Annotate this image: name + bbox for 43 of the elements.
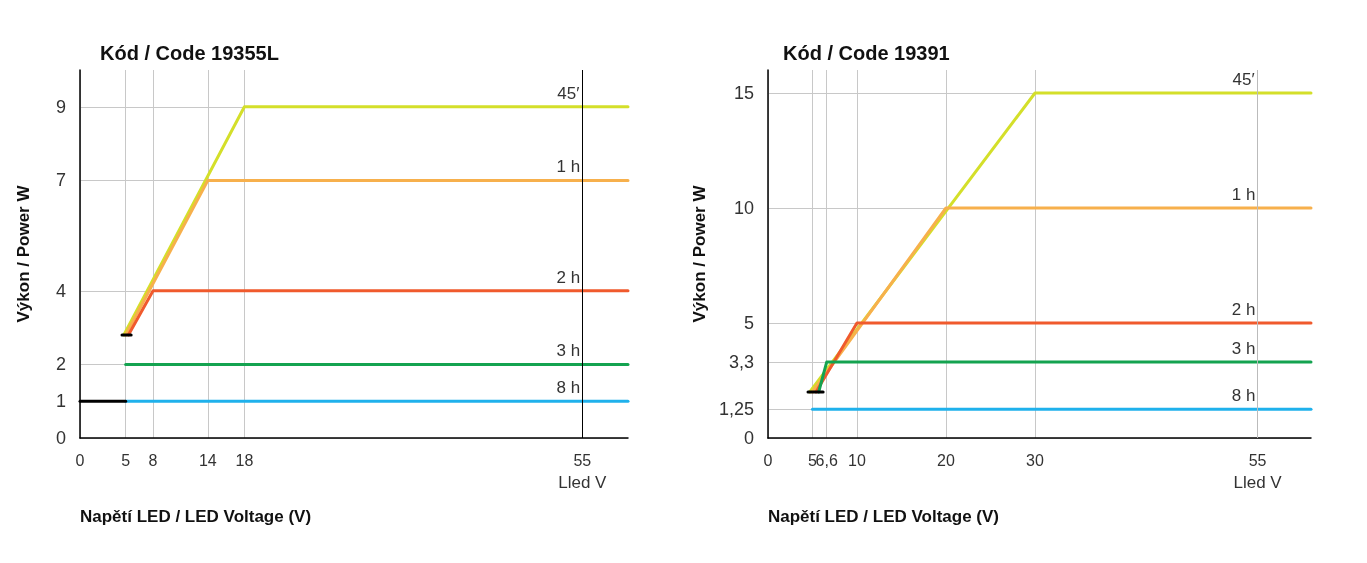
x-tick-label: 14 (198, 451, 217, 469)
x-tick-label: 0 (75, 451, 85, 469)
y-tick-label: 4 (55, 280, 66, 301)
x-axis-title: Napětí LED / LED Voltage (V) (767, 507, 1000, 526)
y-tick-label: 2 (55, 354, 66, 375)
series-label: 8 h (1231, 386, 1256, 406)
text: Lled V (558, 473, 608, 492)
y-tick-label: 9 (55, 96, 66, 117)
series-label: 8 h (556, 378, 581, 398)
x-tick-label: 6,6 (815, 451, 838, 469)
x-tick-label: 5 (121, 451, 131, 469)
y-tick-label: 0 (55, 428, 66, 448)
y-axis-title: Výkon / Power W (690, 184, 709, 323)
y-tick-label: 1 (55, 391, 66, 412)
y-tick-label: 5 (743, 313, 754, 333)
y-tick-label: 1,25 (718, 399, 754, 420)
series-label: 3 h (556, 341, 581, 361)
chart-title: Kód / Code 19355L (100, 42, 279, 64)
y-axis-title: Výkon / Power W (14, 184, 33, 323)
y-tick-label: 10 (733, 198, 754, 218)
text: Lled V (1233, 473, 1283, 492)
series-label: 1 h (556, 157, 581, 177)
series-label: 2 h (556, 267, 581, 287)
x-tick-label: 18 (235, 451, 254, 469)
series-label: 3 h (1231, 339, 1256, 359)
y-tick-label: 0 (743, 428, 754, 448)
series-label: 2 h (1231, 300, 1256, 319)
x-tick-label: 20 (937, 451, 955, 469)
y-tick-label: 15 (733, 83, 754, 103)
x-tick-label: 55 (1248, 451, 1267, 469)
y-tick-label: 3,3 (728, 352, 754, 373)
chart-title: Kód / Code 19391 (783, 42, 950, 64)
x-tick-label: 30 (1026, 451, 1045, 469)
x-tick-label: 8 (148, 451, 158, 469)
series-label: 45′ (1232, 70, 1255, 89)
series-label: 45′ (557, 83, 580, 103)
x-axis-title: Napětí LED / LED Voltage (V) (80, 507, 312, 526)
y-tick-label: 7 (55, 170, 66, 191)
x-tick-label: 0 (763, 451, 773, 469)
x-tick-label: 55 (573, 451, 592, 469)
series-label: 1 h (1231, 185, 1256, 204)
x-tick-label: 5 (807, 451, 817, 469)
x-tick-label: 10 (848, 451, 866, 469)
